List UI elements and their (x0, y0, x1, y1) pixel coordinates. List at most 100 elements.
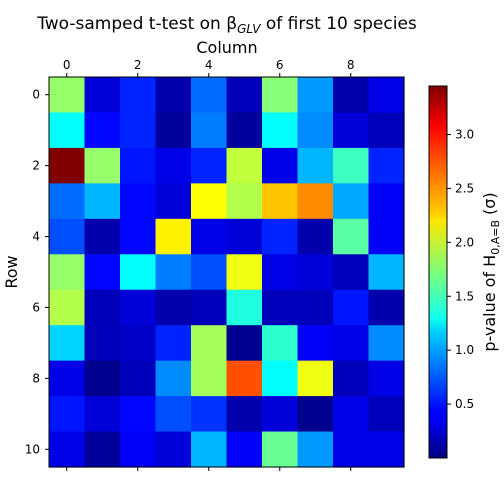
heatmap-cell-r7-c5 (226, 325, 263, 362)
heatmap-cell-r8-c0 (49, 360, 86, 397)
y-tick-label-6: 6 (32, 300, 40, 314)
heatmap-cell-r0-c3 (155, 77, 192, 114)
heatmap-cell-r3-c7 (297, 183, 334, 220)
heatmap-cell-r9-c2 (120, 396, 157, 433)
colorbar-tick-label-3: 2.0 (455, 235, 474, 249)
heatmap-cell-r1-c2 (120, 112, 157, 149)
x-tick-label-0: 0 (63, 58, 71, 72)
heatmap-cell-r6-c9 (368, 289, 405, 326)
heatmap-cell-r3-c4 (191, 183, 228, 220)
chart-title: Two-samped t-test on βGLV of first 10 sp… (36, 14, 417, 36)
heatmap-cell-r0-c4 (191, 77, 228, 114)
heatmap-cell-r9-c7 (297, 396, 334, 433)
heatmap-cell-r9-c1 (84, 396, 121, 433)
x-tick-label-6: 6 (276, 58, 284, 72)
heatmap-cell-r0-c9 (368, 77, 405, 114)
heatmap-cell-r1-c9 (368, 112, 405, 149)
y-tick-label-10: 10 (25, 442, 40, 456)
heatmap-cell-r10-c9 (368, 431, 405, 468)
heatmap-cell-r9-c9 (368, 396, 405, 433)
heatmap-cell-r9-c4 (191, 396, 228, 433)
colorbar-tick-label-2: 1.5 (455, 289, 474, 303)
heatmap-cell-r10-c8 (333, 431, 370, 468)
heatmap-cell-r5-c1 (84, 254, 121, 291)
heatmap-cell-r10-c6 (262, 431, 299, 468)
heatmap-cell-r7-c0 (49, 325, 86, 362)
heatmap-cell-r5-c6 (262, 254, 299, 291)
heatmap-cell-r0-c2 (120, 77, 157, 114)
heatmap-cell-r9-c3 (155, 396, 192, 433)
heatmap-cell-r7-c9 (368, 325, 405, 362)
heatmap-cell-r0-c8 (333, 77, 370, 114)
heatmap-cell-r0-c5 (226, 77, 263, 114)
heatmap-cell-r1-c0 (49, 112, 86, 149)
heatmap-cell-r5-c2 (120, 254, 157, 291)
heatmap-cell-r7-c7 (297, 325, 334, 362)
heatmap-cell-r2-c1 (84, 147, 121, 184)
heatmap-cell-r8-c4 (191, 360, 228, 397)
heatmap-cell-r4-c4 (191, 218, 228, 255)
heatmap-cell-r9-c0 (49, 396, 86, 433)
colorbar (428, 85, 448, 459)
heatmap-cell-r1-c7 (297, 112, 334, 149)
colorbar-ticks: 0.5 1.0 1.5 2.0 2.5 3.0 (447, 128, 474, 411)
heatmap-cell-r6-c0 (49, 289, 86, 326)
heatmap-cell-r2-c8 (333, 147, 370, 184)
heatmap-cell-r6-c5 (226, 289, 263, 326)
heatmap-cell-r10-c0 (49, 431, 86, 468)
heatmap-cell-r10-c2 (120, 431, 157, 468)
heatmap-cell-r5-c4 (191, 254, 228, 291)
heatmap-cell-r3-c5 (226, 183, 263, 220)
y-tick-label-0: 0 (32, 88, 40, 102)
heatmap-cells (49, 77, 405, 468)
heatmap-cell-r5-c8 (333, 254, 370, 291)
heatmap-cell-r3-c6 (262, 183, 299, 220)
colorbar-tick-label-1: 1.0 (455, 343, 474, 357)
heatmap-cell-r8-c7 (297, 360, 334, 397)
heatmap-cell-r2-c3 (155, 147, 192, 184)
colorbar-tick-label-0: 0.5 (455, 397, 474, 411)
heatmap-cell-r7-c1 (84, 325, 121, 362)
heatmap-cell-r2-c6 (262, 147, 299, 184)
heatmap-cell-r2-c2 (120, 147, 157, 184)
heatmap-cell-r10-c7 (297, 431, 334, 468)
heatmap-cell-r0-c1 (84, 77, 121, 114)
x-tick-label-4: 4 (205, 58, 213, 72)
heatmap-cell-r7-c2 (120, 325, 157, 362)
y-tick-label-8: 8 (32, 371, 40, 385)
heatmap-cell-r8-c6 (262, 360, 299, 397)
heatmap-cell-r7-c8 (333, 325, 370, 362)
heatmap-cell-r10-c3 (155, 431, 192, 468)
plot-frame (48, 76, 405, 468)
heatmap-cell-r2-c7 (297, 147, 334, 184)
x-tick-label-8: 8 (347, 58, 355, 72)
heatmap-cell-r8-c5 (226, 360, 263, 397)
y-tick-label-4: 4 (32, 230, 40, 244)
heatmap-cell-r6-c1 (84, 289, 121, 326)
heatmap-cell-r4-c9 (368, 218, 405, 255)
heatmap-cell-r2-c4 (191, 147, 228, 184)
colorbar-label: p-value of H0,A=B(σ) (480, 192, 502, 351)
heatmap-cell-r1-c4 (191, 112, 228, 149)
x-axis-label: Column (196, 38, 257, 57)
heatmap-cell-r1-c3 (155, 112, 192, 149)
heatmap-cell-r8-c3 (155, 360, 192, 397)
colorbar-tick-label-4: 2.5 (455, 181, 474, 195)
heatmap-cell-r8-c8 (333, 360, 370, 397)
heatmap-cell-r6-c8 (333, 289, 370, 326)
heatmap-cell-r4-c1 (84, 218, 121, 255)
heatmap-cell-r10-c4 (191, 431, 228, 468)
heatmap-cell-r7-c3 (155, 325, 192, 362)
heatmap-cell-r3-c3 (155, 183, 192, 220)
heatmap-cell-r8-c9 (368, 360, 405, 397)
heatmap-cell-r2-c9 (368, 147, 405, 184)
colorbar-tick-label-5: 3.0 (455, 128, 474, 142)
heatmap-cell-r2-c0 (49, 147, 86, 184)
heatmap-cell-r7-c6 (262, 325, 299, 362)
heatmap-cell-r5-c9 (368, 254, 405, 291)
x-ticks: 0 2 4 6 8 (63, 58, 355, 471)
heatmap-cell-r3-c8 (333, 183, 370, 220)
heatmap-cell-r0-c6 (262, 77, 299, 114)
heatmap-cell-r8-c1 (84, 360, 121, 397)
